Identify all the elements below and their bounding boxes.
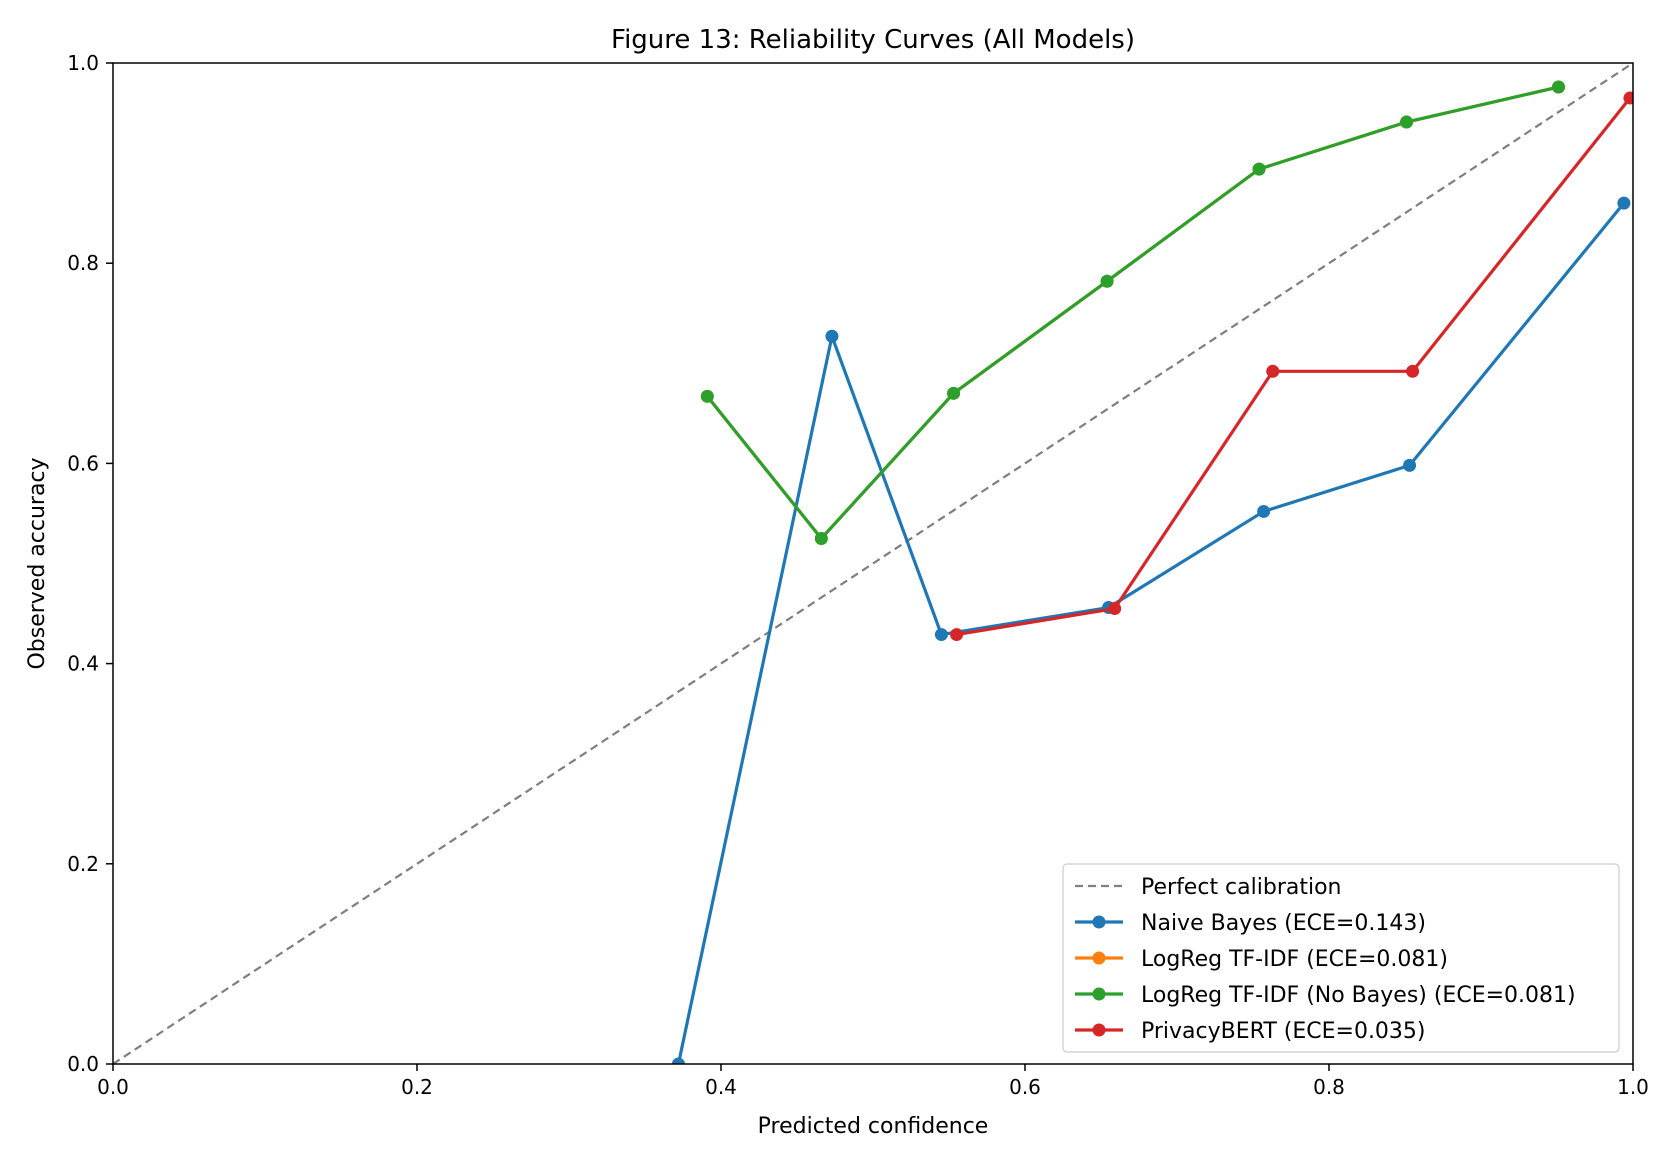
data-point [947, 386, 961, 400]
legend-marker [1092, 915, 1106, 929]
data-point [1403, 458, 1417, 472]
plot-frame [112, 62, 1634, 1065]
x-axis-label: Predicted confidence [758, 1114, 989, 1139]
legend-entry: LogReg TF-IDF (No Bayes) (ECE=0.081) [1075, 983, 1576, 1008]
axes: 0.0 0.2 0.4 0.6 0.8 1.0 0.0 0.2 0.4 0.6 0.8 1.0 [67, 51, 1649, 1099]
legend-entry: PrivacyBERT (ECE=0.035) [1075, 1019, 1426, 1044]
x-tick-label: 0.0 [97, 1075, 129, 1099]
data-point [1108, 602, 1122, 616]
data-point [825, 329, 839, 343]
x-tick-label: 1.0 [1617, 1075, 1649, 1099]
y-axis-label: Observed accuracy [25, 457, 50, 669]
data-point [950, 628, 964, 642]
y-tick-label: 0.2 [67, 852, 99, 876]
data-point [700, 389, 714, 403]
legend-marker [1092, 1023, 1106, 1037]
x-tick-label: 0.2 [401, 1075, 433, 1099]
x-tick-label: 0.6 [1009, 1075, 1041, 1099]
legend-marker [1092, 987, 1106, 1001]
legend-entry: Perfect calibration [1075, 875, 1342, 900]
data-point [1400, 115, 1414, 129]
legend-entry: LogReg TF-IDF (ECE=0.081) [1075, 947, 1448, 972]
data-point [1406, 364, 1420, 378]
data-point [1252, 162, 1266, 176]
legend-label: Perfect calibration [1141, 875, 1342, 900]
data-point [1257, 504, 1271, 518]
data-point [1100, 274, 1114, 288]
perfect-calibration-line [113, 63, 1633, 1064]
series-3 [950, 91, 1633, 642]
data-point [1617, 196, 1631, 210]
series-2 [700, 80, 1566, 545]
legend-label: LogReg TF-IDF (ECE=0.081) [1141, 947, 1448, 972]
y-tick-label: 0.8 [67, 251, 99, 275]
chart-title: Figure 13: Reliability Curves (All Model… [611, 25, 1135, 55]
legend-entry: Naive Bayes (ECE=0.143) [1075, 911, 1426, 936]
data-point [671, 1057, 685, 1064]
data-point [814, 531, 828, 545]
legend-label: Naive Bayes (ECE=0.143) [1141, 911, 1426, 936]
y-tick-label: 0.0 [67, 1052, 99, 1076]
y-tick-label: 1.0 [67, 51, 99, 75]
data-point [934, 628, 948, 642]
x-tick-label: 0.4 [705, 1075, 737, 1099]
legend: Perfect calibration Naive Bayes (ECE=0.14… [1062, 863, 1620, 1053]
data-point [1552, 80, 1566, 94]
x-tick-label: 0.8 [1313, 1075, 1345, 1099]
legend-label: PrivacyBERT (ECE=0.035) [1141, 1019, 1426, 1044]
data-point [1266, 364, 1280, 378]
y-tick-label: 0.4 [67, 652, 99, 676]
plot-area [113, 63, 1633, 1064]
legend-label: LogReg TF-IDF (No Bayes) (ECE=0.081) [1141, 983, 1576, 1008]
legend-marker [1092, 951, 1106, 965]
data-point [1623, 91, 1633, 105]
legend-box [1062, 863, 1620, 1053]
y-tick-label: 0.6 [67, 451, 99, 475]
